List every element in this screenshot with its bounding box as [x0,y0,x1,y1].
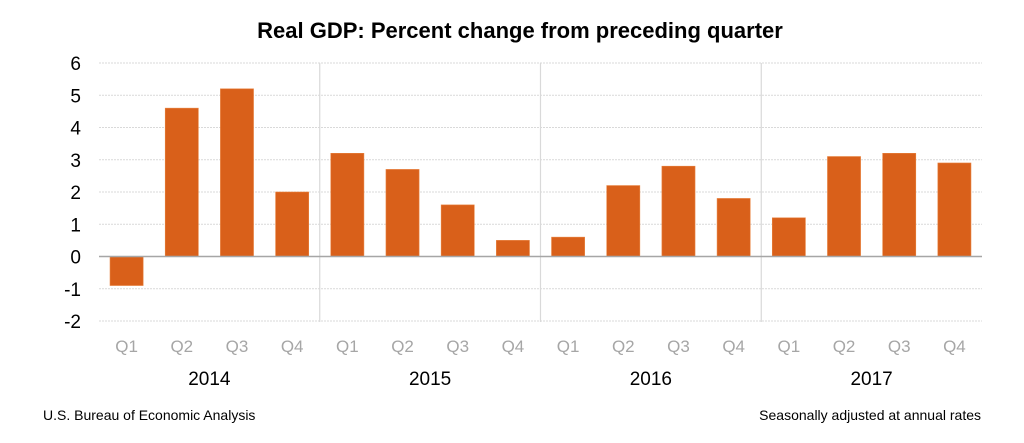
quarter-label: Q2 [612,337,635,356]
quarter-label: Q1 [115,337,138,356]
source-note: U.S. Bureau of Economic Analysis [43,407,255,423]
year-label-2017: 2017 [850,369,892,390]
bar-2017-q4 [937,162,972,257]
quarter-label: Q3 [446,337,469,356]
y-tick-label: 6 [70,54,81,75]
adjustment-note: Seasonally adjusted at annual rates [759,407,981,423]
y-tick-label: 2 [70,183,81,204]
chart-title: Real GDP: Percent change from preceding … [257,18,783,43]
quarter-label: Q2 [170,337,193,356]
quarter-label: Q4 [502,337,525,356]
bar-2014-q1 [109,256,144,286]
bar-2016-q3 [661,165,696,257]
y-tick-label: 4 [70,119,81,140]
y-tick-label: 0 [70,248,81,269]
y-axis-ticks: 6 5 4 3 2 1 0 -1 -2 [64,54,81,333]
year-labels: 2014 2015 2016 2017 [188,369,893,390]
bar-2014-q2 [164,107,199,257]
quarter-label: Q2 [391,337,414,356]
bar-2017-q2 [827,156,861,257]
year-label-2016: 2016 [630,369,672,390]
bar-2016-q1 [551,236,585,257]
year-label-2014: 2014 [188,369,231,390]
quarter-label: Q3 [888,337,911,356]
bar-2015-q1 [330,153,365,257]
quarter-label: Q4 [722,337,745,356]
bar-2015-q4 [496,240,530,257]
year-separators [319,63,762,322]
y-tick-label: 5 [70,86,81,107]
year-label-2015: 2015 [409,369,451,390]
bar-2014-q4 [275,191,310,257]
bar-2017-q1 [771,217,806,257]
quarter-label: Q1 [778,337,801,356]
quarter-label: Q3 [226,337,249,356]
bar-2015-q3 [440,204,475,257]
quarter-label: Q3 [667,337,690,356]
quarter-label: Q1 [557,337,580,356]
quarter-label: Q4 [943,337,966,356]
bar-2016-q2 [606,185,641,257]
bars [109,88,972,286]
bar-2016-q4 [716,198,751,257]
y-tick-label: 1 [70,215,81,236]
quarter-label: Q1 [336,337,359,356]
quarter-tick-labels: Q1 Q2 Q3 Q4 Q1 Q2 Q3 Q4 Q1 Q2 Q3 Q4 Q1 Q2 Q3 Q4 [115,337,966,356]
y-tick-label: -2 [64,312,81,333]
bar-2017-q3 [882,153,917,257]
quarter-label: Q2 [833,337,856,356]
quarter-label: Q4 [281,337,304,356]
bar-2015-q2 [385,169,420,257]
y-tick-label: -1 [64,280,81,301]
bar-2014-q3 [220,88,254,257]
y-tick-label: 3 [70,151,81,172]
